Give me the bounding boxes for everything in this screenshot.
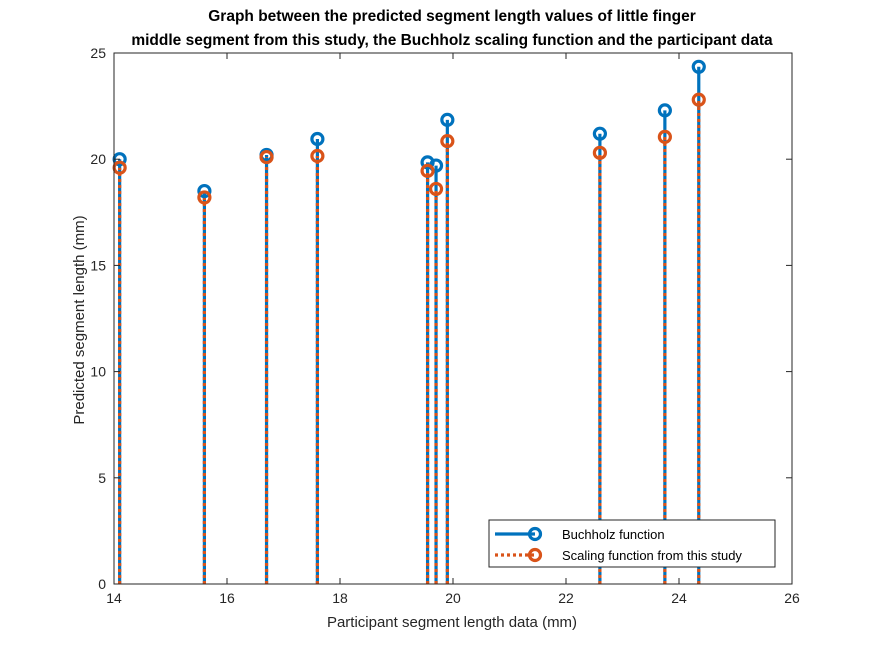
data-point-buchholz-6 [440, 112, 455, 128]
x-tick-label-4: 22 [558, 590, 574, 606]
y-tick-label-2: 10 [90, 364, 106, 380]
data-point-scaling-8 [657, 129, 672, 144]
data-point-scaling-5 [428, 181, 444, 197]
data-point-scaling-3 [310, 148, 325, 164]
data-point-buchholz-1 [197, 183, 212, 199]
data-point-scaling-1 [197, 190, 212, 205]
x-axis-label: Participant segment length data (mm) [327, 614, 577, 631]
data-point-scaling-9 [691, 92, 706, 107]
legend-label-buchholz: Buchholz function [562, 527, 665, 542]
data-point-scaling-7 [592, 145, 608, 160]
legend: Buchholz function Scaling function from t… [488, 519, 776, 568]
chart-title-line-2: middle segment from this study, the Buch… [131, 32, 773, 49]
y-tick-label-4: 20 [90, 151, 106, 167]
legend-marker-buchholz [527, 526, 543, 542]
chart-title: Graph between the predicted segment leng… [131, 8, 773, 49]
x-tick-label-1: 16 [219, 590, 235, 606]
data-point-buchholz-9 [691, 59, 706, 74]
y-tick-label-5: 25 [90, 45, 106, 61]
x-tick-label-3: 20 [445, 590, 461, 606]
y-tick-label-3: 15 [90, 257, 106, 273]
legend-label-scaling: Scaling function from this study [562, 548, 742, 563]
data-point-scaling-2 [259, 149, 274, 165]
data-point-scaling-6 [440, 134, 455, 149]
x-tick-label-2: 18 [332, 590, 348, 606]
y-tick-label-1: 5 [98, 470, 106, 486]
plot-area [112, 59, 706, 584]
axes-box [113, 52, 793, 585]
data-point-buchholz-3 [310, 131, 325, 147]
x-tick-label-6: 26 [784, 590, 800, 606]
chart-title-line-1: Graph between the predicted segment leng… [208, 8, 695, 25]
y-axis-label: Predicted segment length (mm) [71, 215, 88, 424]
data-point-scaling-4 [420, 163, 435, 178]
y-tick-label-0: 0 [98, 576, 106, 592]
x-tick-label-0: 14 [106, 590, 122, 606]
x-tick-label-5: 24 [671, 590, 687, 606]
data-point-buchholz-8 [657, 103, 672, 118]
axes: 14 16 18 20 22 24 26 0 5 10 15 20 25 [90, 45, 800, 606]
data-point-buchholz-7 [592, 126, 608, 141]
legend-marker-scaling [527, 547, 543, 563]
